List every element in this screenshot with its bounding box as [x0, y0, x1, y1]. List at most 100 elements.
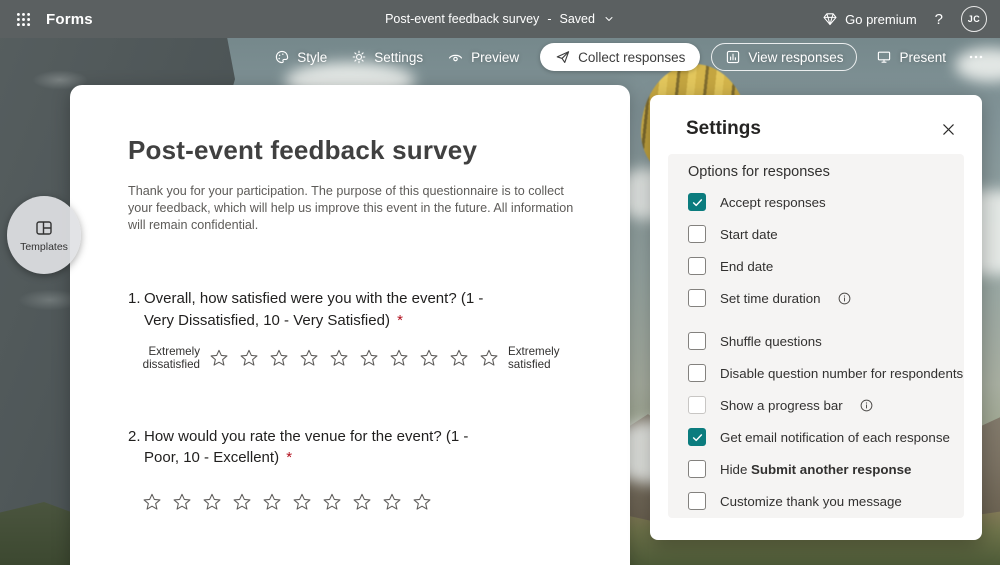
view-responses-label: View responses [748, 49, 844, 65]
star-icon[interactable] [232, 492, 252, 512]
star-icon[interactable] [449, 348, 469, 368]
star-icon[interactable] [209, 348, 229, 368]
options-section-title: Options for responses [688, 164, 830, 180]
star-icon[interactable] [269, 348, 289, 368]
checkbox[interactable] [688, 257, 706, 275]
close-button[interactable] [936, 117, 960, 141]
checkbox[interactable] [688, 193, 706, 211]
check-icon [692, 198, 702, 206]
question[interactable]: 2. How would you rate the venue for the … [128, 426, 572, 513]
eye-icon [449, 54, 463, 61]
style-button[interactable]: Style [264, 44, 337, 70]
palette-icon [276, 50, 289, 64]
star-icon[interactable] [299, 348, 319, 368]
option-label: Customize thank you message [720, 493, 902, 509]
question-text: How would you rate the venue for the eve… [144, 427, 469, 467]
option-label: End date [720, 258, 774, 274]
rating-right-label: Extremely satisfied [508, 344, 560, 372]
help-button[interactable]: ? [934, 10, 943, 28]
chevron-down-icon[interactable] [603, 13, 615, 25]
star-icon[interactable] [172, 492, 192, 512]
star-icon[interactable] [412, 492, 432, 512]
checkbox[interactable] [688, 492, 706, 510]
settings-option-row: Shuffle questions [688, 325, 944, 357]
star-icon[interactable] [352, 492, 372, 512]
settings-panel-header: Settings [650, 95, 982, 141]
present-button[interactable]: Present [866, 44, 956, 70]
star-icon[interactable] [382, 492, 402, 512]
checkbox[interactable] [688, 460, 706, 478]
more-options-button[interactable] [960, 43, 992, 71]
rating-row [142, 492, 572, 512]
avatar[interactable]: JC [961, 6, 987, 32]
settings-button[interactable]: Settings [341, 44, 433, 70]
waffle-icon [16, 12, 30, 26]
options-for-responses-section: Options for responses Accept responses S… [668, 154, 964, 518]
checkbox[interactable] [688, 332, 706, 350]
option-label: Accept responses [720, 194, 826, 210]
star-icon[interactable] [419, 348, 439, 368]
bar-chart-icon [727, 50, 740, 64]
collect-responses-button[interactable]: Collect responses [540, 43, 701, 71]
form-title[interactable]: Post-event feedback survey [128, 135, 478, 165]
option-label: Shuffle questions [720, 333, 822, 349]
star-icon[interactable] [239, 348, 259, 368]
question-number: 2. [128, 427, 141, 445]
form-toolbar: Style Settings Preview Collect responses… [0, 40, 1000, 74]
checkbox[interactable] [688, 428, 706, 446]
rating-stars [142, 492, 432, 512]
info-icon[interactable] [837, 291, 852, 306]
settings-option-row: Hide Submit another response [688, 453, 944, 485]
checkbox[interactable] [688, 396, 706, 414]
settings-option-row: Accept responses [688, 186, 944, 218]
rating-row: Extremely dissatisfied Extremely satisfi… [128, 345, 572, 372]
form-description[interactable]: Thank you for your participation. The pu… [128, 184, 574, 233]
view-responses-button[interactable]: View responses [711, 43, 858, 71]
app-launcher-button[interactable] [0, 0, 46, 38]
question-text: Overall, how satisfied were you with the… [144, 290, 484, 330]
star-icon[interactable] [142, 492, 162, 512]
go-premium-button[interactable]: Go premium [822, 11, 917, 27]
required-asterisk: * [397, 312, 403, 330]
templates-label: Templates [20, 240, 68, 253]
save-status: Saved [559, 12, 595, 26]
question[interactable]: 1. Overall, how satisfied were you with … [128, 288, 572, 371]
diamond-icon [823, 13, 837, 26]
star-icon[interactable] [202, 492, 222, 512]
ellipsis-icon [969, 55, 983, 59]
preview-button[interactable]: Preview [437, 44, 529, 71]
templates-button[interactable]: Templates [7, 196, 81, 274]
close-icon [942, 123, 954, 135]
star-icon[interactable] [322, 492, 342, 512]
settings-option-row: End date [688, 250, 944, 282]
go-premium-label: Go premium [845, 11, 917, 27]
option-label: Disable question number for respondents [720, 365, 964, 381]
settings-option-row: Customize thank you message [688, 485, 944, 517]
star-icon[interactable] [262, 492, 282, 512]
settings-option-row: Allow respondents to save their response… [688, 517, 944, 518]
send-icon [556, 51, 570, 63]
star-icon[interactable] [389, 348, 409, 368]
settings-option-row: Start date [688, 218, 944, 250]
form-editor-card: Post-event feedback survey Thank you for… [70, 85, 630, 565]
star-icon[interactable] [292, 492, 312, 512]
check-icon [692, 433, 702, 441]
question-number: 1. [128, 290, 141, 308]
settings-option-row: Disable question number for respondents [688, 357, 963, 389]
gear-icon [352, 50, 366, 64]
document-title[interactable]: Post-event feedback survey [385, 12, 540, 26]
option-label: Show a progress bar [720, 397, 843, 413]
settings-panel: Settings Options for responses Accept re… [650, 95, 982, 540]
star-icon[interactable] [359, 348, 379, 368]
option-label: Get email notification of each response [720, 429, 950, 445]
monitor-icon [878, 51, 891, 63]
present-label: Present [899, 49, 946, 65]
star-icon[interactable] [479, 348, 499, 368]
checkbox[interactable] [688, 225, 706, 243]
checkbox[interactable] [688, 289, 706, 307]
topbar-right-group: Go premium ? JC [822, 6, 1000, 32]
questions: 1. Overall, how satisfied were you with … [128, 288, 572, 565]
star-icon[interactable] [329, 348, 349, 368]
info-icon[interactable] [859, 398, 874, 413]
checkbox[interactable] [688, 364, 706, 382]
